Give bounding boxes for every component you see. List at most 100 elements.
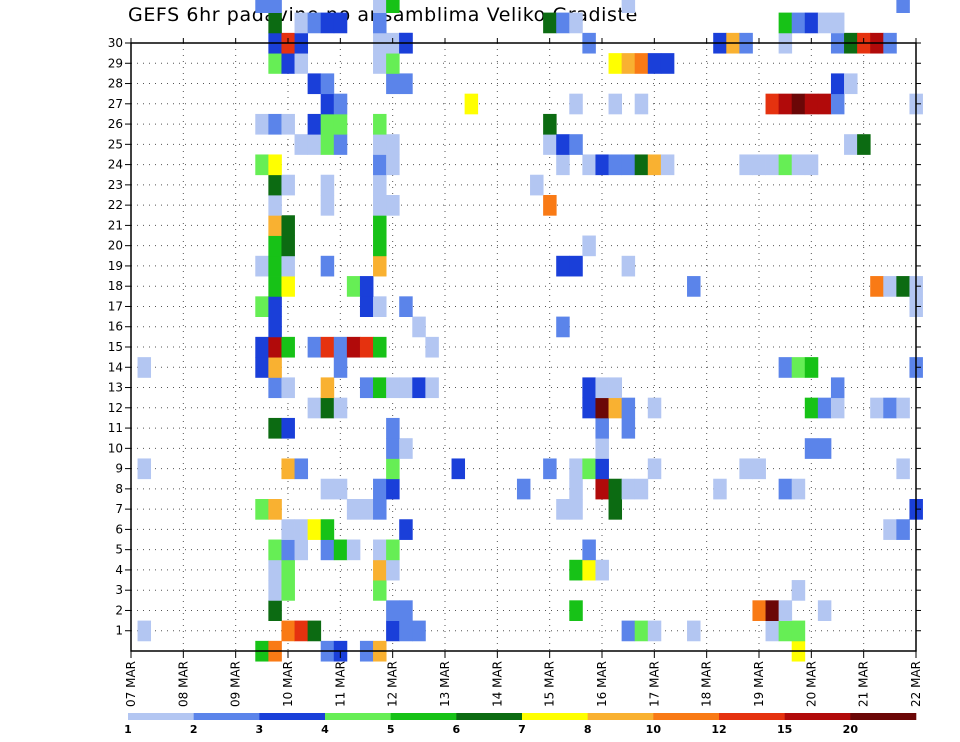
heatmap-cell <box>647 53 662 74</box>
heatmap-cell <box>621 53 636 74</box>
heatmap-cell <box>281 580 295 601</box>
heatmap-cell <box>281 336 295 358</box>
heatmap-cell <box>752 458 766 480</box>
heatmap-cell <box>412 620 426 642</box>
heatmap-cell <box>386 134 400 155</box>
heatmap-cell <box>320 93 335 115</box>
heatmap-cell <box>373 12 387 34</box>
x-tick-label: 09 MAR <box>229 661 243 707</box>
heatmap-cell <box>294 53 309 74</box>
heatmap-cell <box>752 600 766 621</box>
heatmap-cell <box>268 276 282 297</box>
legend-label: 2 <box>190 723 198 736</box>
heatmap-cell <box>373 134 387 155</box>
x-tick-label: 11 MAR <box>333 661 347 707</box>
x-tick-label: 22 MAR <box>909 661 923 707</box>
heatmap-cell <box>281 417 295 439</box>
heatmap-cell <box>660 154 675 176</box>
heatmap-cell <box>634 620 649 642</box>
x-tick-label: 18 MAR <box>700 661 714 707</box>
heatmap-cell <box>373 539 387 561</box>
heatmap-cell <box>830 397 845 419</box>
heatmap-cell <box>346 539 361 561</box>
y-tick-label: 2 <box>115 603 123 617</box>
heatmap-cell <box>281 255 295 277</box>
heatmap-cell <box>647 620 662 642</box>
heatmap-cell <box>268 174 282 196</box>
heatmap-cell <box>778 93 793 115</box>
heatmap-cell <box>268 296 282 317</box>
heatmap-cell <box>791 620 806 642</box>
legend-swatch <box>259 713 326 720</box>
heatmap-cell <box>595 559 609 581</box>
heatmap-cell <box>399 519 413 540</box>
heatmap-cell <box>268 154 282 176</box>
heatmap-cell <box>373 336 387 358</box>
legend-label: 3 <box>256 723 264 736</box>
y-tick-label: 29 <box>108 56 123 70</box>
heatmap-cell <box>255 0 269 13</box>
heatmap-cell <box>333 113 348 135</box>
heatmap-cell <box>608 154 623 176</box>
heatmap-cell <box>307 397 322 419</box>
heatmap-cell <box>333 357 348 378</box>
heatmap-cell <box>255 357 269 378</box>
heatmap-cell <box>399 377 413 399</box>
heatmap-cell <box>621 478 636 500</box>
heatmap-cell <box>333 12 348 34</box>
heatmap-cell <box>268 417 282 439</box>
heatmap-cell <box>386 195 400 216</box>
heatmap-cell <box>857 134 871 155</box>
heatmap-cell <box>255 296 269 317</box>
heatmap-cell <box>268 113 282 135</box>
heatmap-cell <box>281 377 295 399</box>
heatmap-cell <box>621 397 636 419</box>
legend-swatch <box>587 713 654 720</box>
heatmap-cell <box>294 519 309 540</box>
heatmap-cell <box>883 276 897 297</box>
heatmap-cell <box>373 235 387 257</box>
heatmap-cell <box>320 255 335 277</box>
heatmap-cell <box>294 539 309 561</box>
heatmap-cell <box>804 357 819 378</box>
y-tick-label: 18 <box>108 279 123 293</box>
heatmap-cell <box>386 0 400 13</box>
heatmap-cell <box>386 600 400 621</box>
heatmap-cell <box>713 478 727 500</box>
legend-label: 10 <box>646 723 662 736</box>
legend-swatch <box>522 713 588 720</box>
heatmap-cell <box>320 12 335 34</box>
heatmap-cell <box>608 53 623 74</box>
heatmap-cell <box>281 458 295 480</box>
heatmap-cell <box>804 12 819 34</box>
heatmap-cell <box>320 134 335 155</box>
heatmap-cell <box>386 73 400 95</box>
heatmap-cell <box>791 12 806 34</box>
heatmap-cell <box>373 154 387 176</box>
heatmap-cell <box>634 154 649 176</box>
legend-label: 4 <box>321 723 329 736</box>
heatmap-cell <box>817 438 832 459</box>
heatmap-cell <box>621 255 636 277</box>
heatmap-cell <box>373 0 387 13</box>
heatmap-cell <box>621 0 636 13</box>
y-tick-label: 26 <box>108 117 123 131</box>
heatmap-cell <box>281 519 295 540</box>
legend-label: 12 <box>711 723 726 736</box>
heatmap-cell <box>268 53 282 74</box>
heatmap-cell <box>569 499 583 520</box>
x-tick-label: 12 MAR <box>386 661 400 707</box>
heatmap-cell <box>399 600 413 621</box>
legend-label: 8 <box>584 723 592 736</box>
heatmap-cell <box>582 539 596 561</box>
heatmap-cell <box>268 499 282 520</box>
legend-label: 6 <box>453 723 461 736</box>
heatmap-cell <box>634 53 649 74</box>
heatmap-cell <box>373 377 387 399</box>
x-axis: 07 MAR 08 MAR 09 MAR 10 MAR 11 MAR 12 MAR 13 M… <box>124 38 923 707</box>
heatmap-cell <box>634 478 649 500</box>
heatmap-cell <box>765 600 780 621</box>
heatmap-cell <box>844 134 858 155</box>
legend-label: 15 <box>777 723 792 736</box>
heatmap-cell <box>373 195 387 216</box>
